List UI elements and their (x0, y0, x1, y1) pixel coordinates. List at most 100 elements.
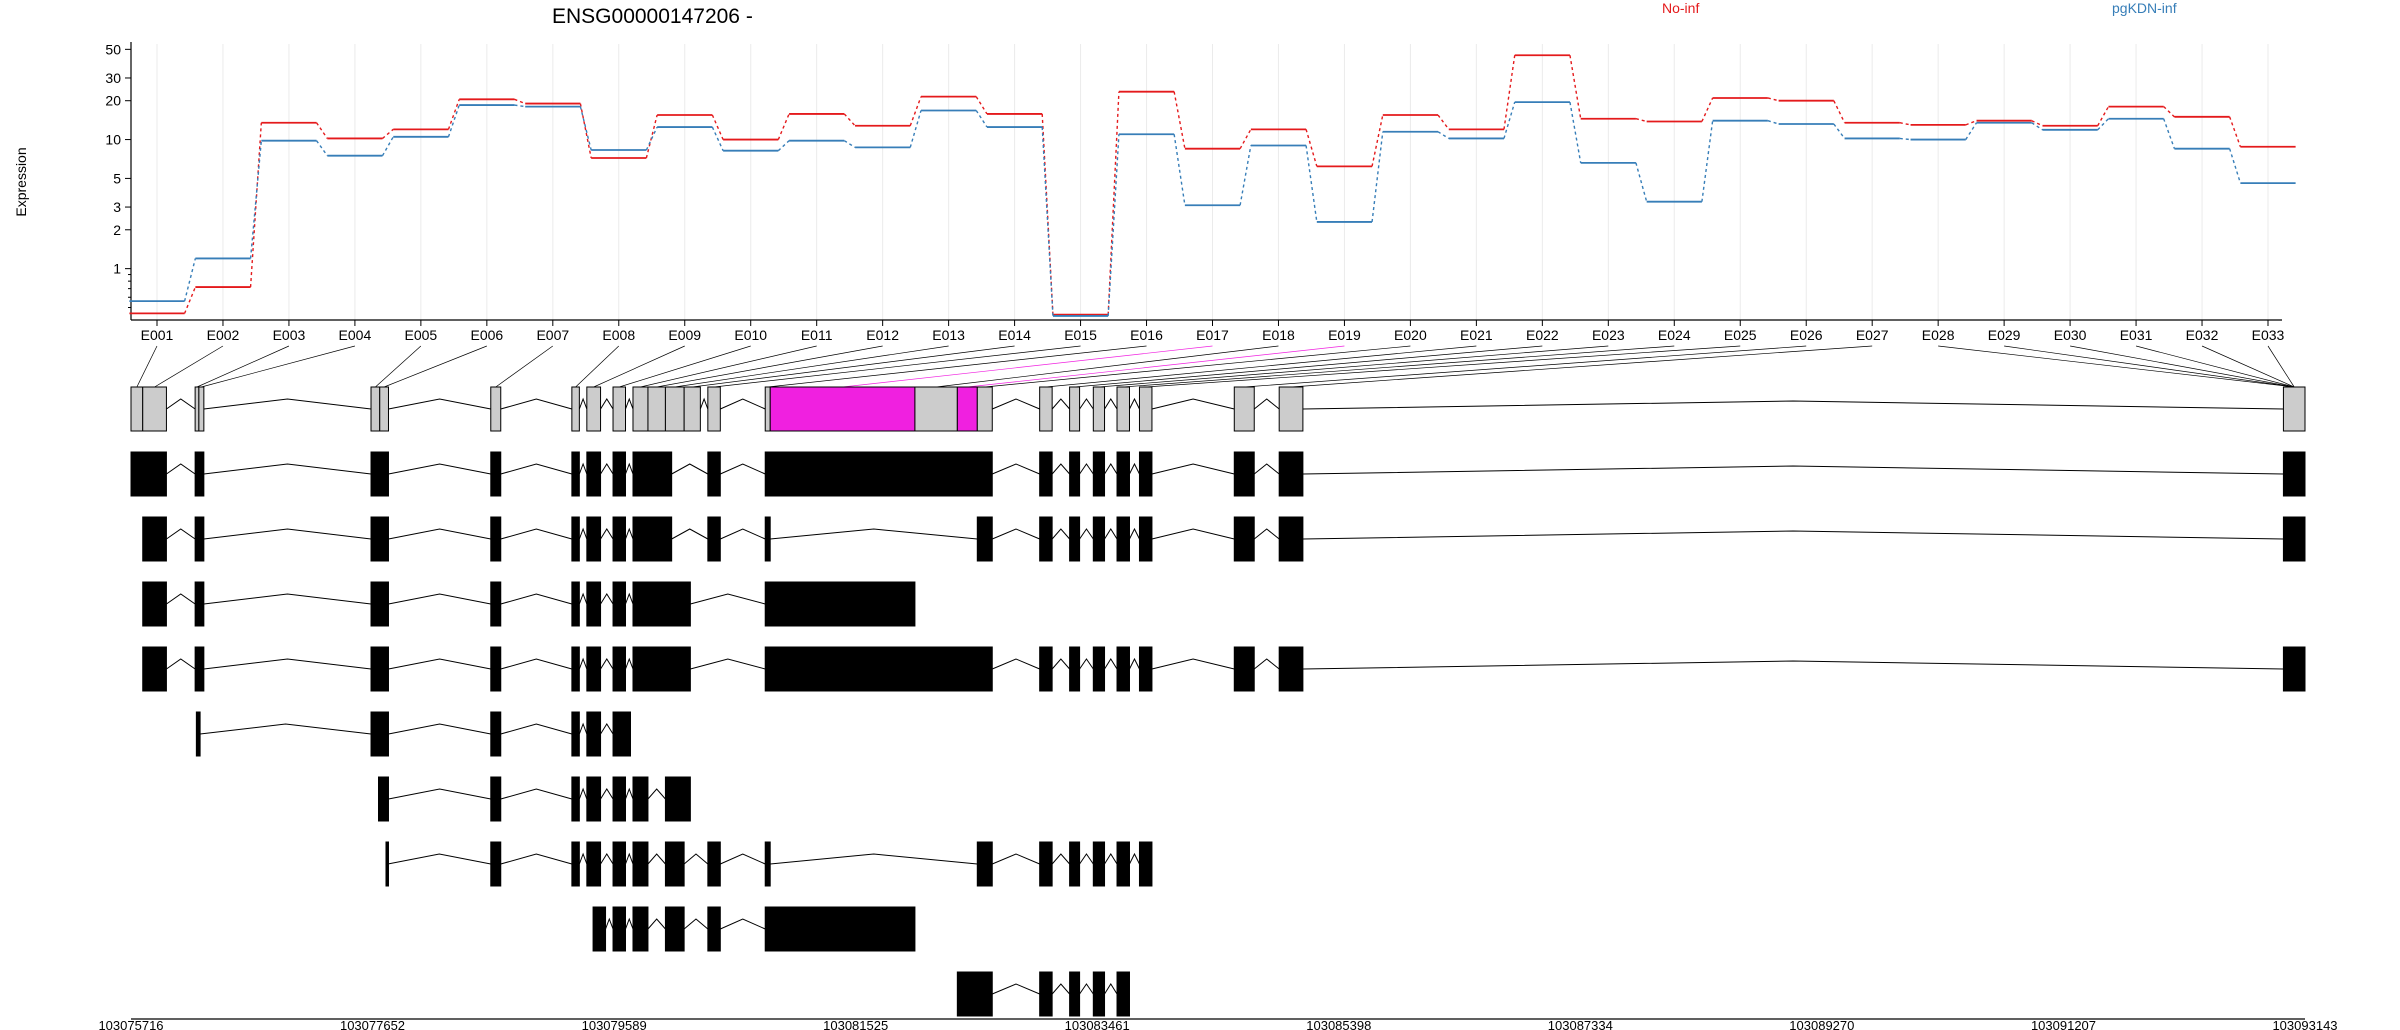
transcript-exon (1278, 516, 1304, 562)
transcript (142, 646, 2306, 692)
intron-line (1079, 853, 1094, 865)
series-connector (315, 122, 328, 139)
intron-line (600, 463, 614, 475)
y-tick-label: 10 (105, 132, 121, 148)
intron-line (1151, 528, 1235, 540)
intron-line (166, 658, 196, 670)
transcript-exon (1278, 451, 1304, 497)
transcript-exon (586, 516, 602, 562)
series-connector (1041, 127, 1054, 316)
x-tick-label: E003 (273, 327, 306, 343)
x-tick-label: E002 (207, 327, 240, 343)
exon-connector (2201, 345, 2295, 388)
intron-line (500, 593, 572, 605)
exon-bin (647, 386, 666, 432)
intron-line (992, 658, 1040, 670)
exon-connector (1244, 345, 1807, 388)
series-connector (1569, 55, 1582, 119)
exon-bin (707, 386, 721, 432)
x-tick-label: E006 (470, 327, 503, 343)
series-connector (1503, 101, 1516, 139)
intron-line (625, 917, 634, 930)
intron-line (600, 528, 614, 540)
intron-line (1151, 398, 1235, 410)
transcript-exon (1069, 516, 1081, 562)
x-tick-label: E028 (1922, 327, 1955, 343)
exon-bin (198, 386, 205, 432)
exon-bin (1092, 386, 1106, 432)
transcript (592, 906, 916, 952)
transcript-exon (370, 581, 389, 627)
transcript-exon (612, 451, 627, 497)
series-connector (1767, 97, 1779, 102)
transcript-exon (490, 646, 502, 692)
transcript-exon (571, 776, 580, 822)
exon-bin (1069, 386, 1081, 432)
series-connector (1305, 129, 1318, 167)
transcript-exon (142, 581, 167, 627)
transcript-exon (1039, 646, 1053, 692)
exon-bin (1278, 386, 1304, 432)
series-connector (975, 96, 988, 115)
transcript-exon (370, 451, 389, 497)
transcript-exon (1069, 971, 1081, 1017)
series-connector (1371, 114, 1384, 167)
transcript-exon (664, 906, 685, 952)
intron-line (690, 658, 766, 670)
intron-line (1302, 400, 2284, 410)
series-connector (2097, 118, 2109, 131)
coordinate-label: 103087334 (1548, 1018, 1613, 1030)
transcript-exon (490, 711, 502, 757)
exon-connector (692, 345, 1015, 388)
series-connector (1965, 120, 1977, 126)
transcript-exon (1116, 646, 1130, 692)
transcript-exon (664, 841, 685, 887)
y-tick-label: 30 (105, 70, 121, 86)
exon-bin (1233, 386, 1255, 432)
transcript-exon (764, 646, 993, 692)
exon-connector (375, 345, 422, 388)
exon-connector (383, 345, 487, 388)
intron-line (1129, 462, 1140, 475)
intron-line (1051, 398, 1070, 410)
x-tick-label: E010 (734, 327, 767, 343)
intron-line (647, 853, 666, 865)
x-tick-label: E020 (1394, 327, 1427, 343)
series-connector (843, 113, 856, 127)
intron-line (625, 592, 634, 605)
intron-line (1253, 463, 1280, 475)
y-tick-label: 50 (105, 41, 121, 57)
exon-connector (936, 345, 1279, 388)
x-tick-label: E014 (998, 327, 1031, 343)
transcript-exon (707, 516, 721, 562)
legend-entry-no-inf: No-inf (1662, 0, 1699, 16)
transcript-exon (707, 451, 721, 497)
transcript-exon (2282, 516, 2306, 562)
transcript-exon (1233, 646, 1255, 692)
transcript-exon (586, 451, 602, 497)
transcript-exon (612, 581, 627, 627)
exon-connector (842, 345, 1213, 388)
transcript-exon (612, 711, 631, 757)
intron-line (720, 463, 766, 475)
intron-line (578, 527, 588, 540)
exon-connector (1291, 345, 1873, 388)
exon-connector (714, 345, 1081, 388)
intron-line (166, 528, 196, 540)
intron-line (992, 528, 1040, 540)
coordinate-label: 103077652 (340, 1018, 405, 1030)
y-tick-label: 2 (113, 222, 121, 238)
series-connector (777, 140, 790, 152)
x-tick-label: E019 (1328, 327, 1361, 343)
transcript-exon (612, 906, 627, 952)
exon-connector (2267, 345, 2295, 388)
transcript (195, 711, 631, 757)
transcript-exon (490, 581, 502, 627)
intron-line (1302, 465, 2284, 475)
exon-connectors (136, 345, 2295, 388)
transcript-exon (612, 646, 627, 692)
exon-connector (767, 345, 1147, 388)
intron-line (1129, 397, 1140, 410)
intron-line (388, 463, 491, 475)
